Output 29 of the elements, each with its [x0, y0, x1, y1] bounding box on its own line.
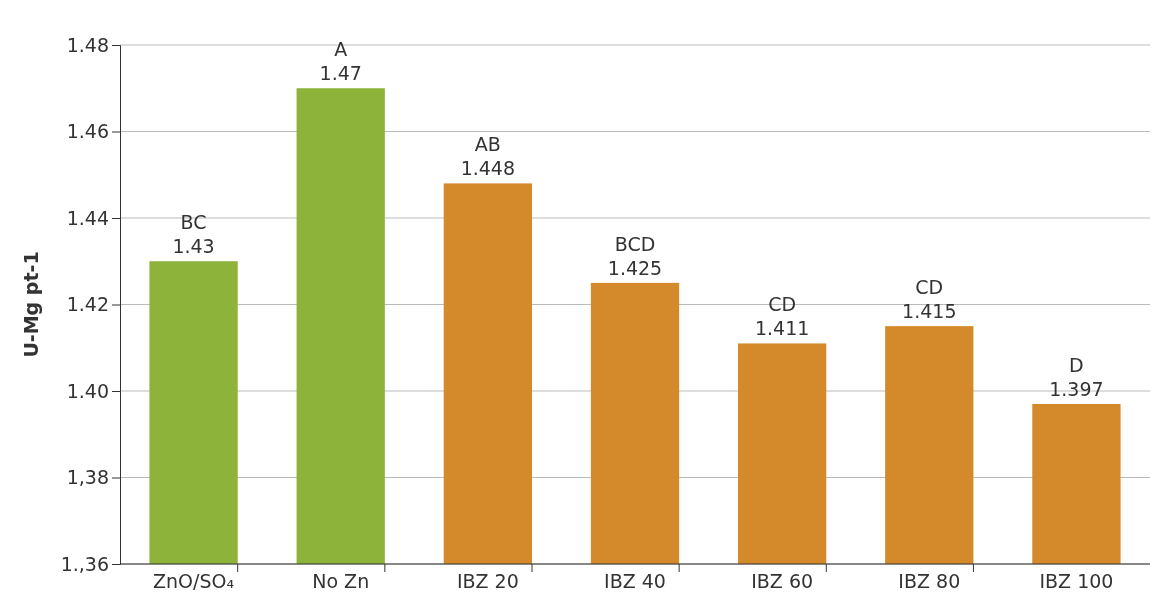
x-tick-label: ZnO/SO₄: [153, 570, 235, 592]
x-tick-label: IBZ 40: [604, 570, 666, 592]
y-tick-label: 1.48: [66, 33, 109, 56]
data-label: 1.448: [460, 157, 516, 180]
y-tick-label: 1.42: [66, 293, 109, 316]
y-tick-label: 1.46: [66, 120, 109, 143]
annotation: D: [1069, 353, 1084, 376]
x-tick-label: IBZ 80: [898, 570, 961, 592]
annotation: AB: [474, 133, 501, 156]
y-tick-label: 1.40: [66, 379, 109, 402]
data-label: 1.425: [607, 256, 663, 279]
data-label: 1.47: [319, 62, 362, 85]
x-tick-label: No Zn: [312, 570, 370, 592]
annotation: CD: [915, 276, 944, 299]
x-tick-label: IBZ 20: [456, 570, 519, 592]
x-tick-label: IBZ 100: [1039, 570, 1114, 592]
data-label: 1.397: [1049, 377, 1104, 400]
y-tick-label: 1,38: [66, 466, 109, 489]
x-tick-label: IBZ 60: [751, 570, 814, 592]
annotation: BCD: [614, 232, 656, 255]
data-label: 1.411: [754, 317, 810, 340]
y-tick-label: 1.,36: [60, 552, 109, 575]
data-label: 1.415: [902, 300, 957, 323]
y-tick-label: 1.44: [66, 206, 109, 229]
y-axis-title: U-Mg pt-1: [20, 251, 42, 358]
data-label: 1.43: [172, 235, 215, 258]
annotation: BC: [180, 211, 207, 234]
annotation: A: [334, 38, 348, 61]
annotation: CD: [768, 293, 797, 316]
